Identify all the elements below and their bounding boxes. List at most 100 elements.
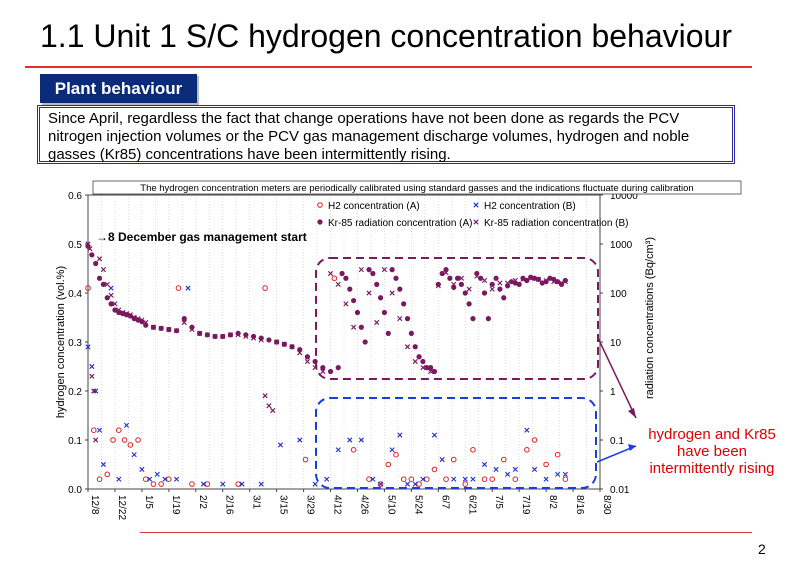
marker-stroke — [89, 373, 95, 379]
y-axis-label: hydrogen concentration (vol.%) — [55, 266, 67, 418]
marker-stroke — [473, 202, 479, 208]
data-point — [358, 267, 364, 273]
marker-stroke — [150, 324, 157, 330]
marker-stroke — [543, 277, 549, 284]
data-point — [377, 481, 384, 487]
callout-text: hydrogen and Kr85 have been intermittent… — [648, 426, 776, 477]
data-point — [397, 286, 403, 292]
marker-stroke — [404, 344, 411, 350]
kr85-arrowhead — [628, 408, 636, 418]
data-point — [562, 471, 568, 477]
marker-stroke — [343, 301, 349, 307]
data-point — [408, 330, 414, 336]
data-point — [243, 333, 249, 340]
data-point — [535, 276, 541, 282]
h2-arrowhead — [628, 444, 636, 451]
marker-stroke — [139, 317, 145, 323]
data-point — [343, 275, 349, 281]
x-tick-label: 8/16 — [574, 495, 585, 515]
data-point — [85, 344, 91, 350]
x-tick-label: 4/26 — [358, 495, 369, 515]
data-point — [370, 476, 376, 482]
marker-stroke — [189, 326, 195, 333]
x-tick-label: 7/5 — [493, 495, 504, 509]
data-point — [302, 456, 309, 463]
data-point — [227, 332, 234, 338]
data-point — [147, 476, 153, 482]
data-point — [243, 332, 249, 338]
marker-stroke — [93, 388, 99, 394]
marker-stroke — [158, 325, 164, 331]
marker-stroke — [505, 280, 511, 286]
marker-stroke — [120, 309, 126, 316]
marker-stroke — [258, 337, 264, 343]
marker-stroke — [497, 280, 503, 286]
data-point — [93, 260, 99, 267]
description-box: Since April, regardless the fact that ch… — [37, 105, 735, 164]
marker-stroke — [428, 368, 434, 375]
data-point — [112, 301, 118, 307]
marker-stroke — [327, 270, 334, 277]
data-point — [562, 279, 568, 285]
x-tick-label: 2/16 — [224, 495, 235, 515]
x-tick-label: 12/22 — [116, 495, 127, 520]
marker-stroke — [512, 466, 518, 472]
data-point — [89, 252, 95, 258]
marker-stroke — [404, 481, 411, 487]
marker-stroke — [147, 476, 153, 482]
data-point — [120, 309, 126, 316]
data-point — [96, 275, 103, 281]
data-point — [451, 281, 457, 287]
data-point — [474, 273, 480, 279]
marker-stroke — [116, 476, 122, 482]
data-point — [512, 466, 518, 472]
marker-stroke — [304, 358, 311, 365]
data-point — [428, 368, 434, 375]
marker-stroke — [197, 330, 203, 336]
data-point — [90, 427, 97, 434]
marker-stroke — [520, 276, 526, 282]
marker-stroke — [312, 481, 318, 487]
data-point — [558, 281, 565, 287]
data-point — [158, 325, 164, 331]
marker-stroke — [87, 246, 93, 252]
data-point — [543, 461, 549, 468]
data-point — [335, 281, 341, 287]
marker-stroke — [100, 267, 106, 273]
x-tick-label: 2/2 — [197, 495, 208, 509]
marker-stroke — [473, 219, 479, 225]
data-point — [351, 297, 357, 304]
marker-stroke — [235, 332, 241, 338]
marker-stroke — [551, 279, 557, 285]
data-point — [493, 275, 499, 281]
data-point — [381, 267, 388, 273]
data-point — [458, 275, 465, 281]
data-point — [131, 452, 137, 458]
data-point — [524, 427, 530, 433]
marker-stroke — [220, 333, 226, 340]
marker-stroke — [258, 481, 264, 487]
data-point — [408, 476, 415, 483]
data-point — [143, 319, 149, 326]
data-point — [474, 270, 480, 277]
marker-stroke — [91, 388, 97, 394]
data-point — [358, 324, 364, 330]
data-point — [304, 358, 311, 365]
data-point — [93, 437, 99, 443]
data-point — [555, 471, 561, 477]
data-point — [304, 354, 311, 360]
marker-stroke — [100, 461, 106, 468]
marker-stroke — [351, 324, 357, 330]
data-point — [481, 290, 488, 296]
data-point — [347, 437, 353, 443]
gas-management-annotation: →8 December gas management start — [96, 230, 307, 244]
data-point — [85, 241, 91, 247]
legend-label: Kr-85 radiation concentration (A) — [328, 218, 473, 229]
data-point — [389, 447, 395, 453]
marker-stroke — [474, 273, 480, 279]
data-point — [412, 481, 418, 487]
marker-stroke — [443, 270, 449, 276]
data-point — [505, 471, 511, 477]
marker-stroke — [96, 256, 103, 262]
